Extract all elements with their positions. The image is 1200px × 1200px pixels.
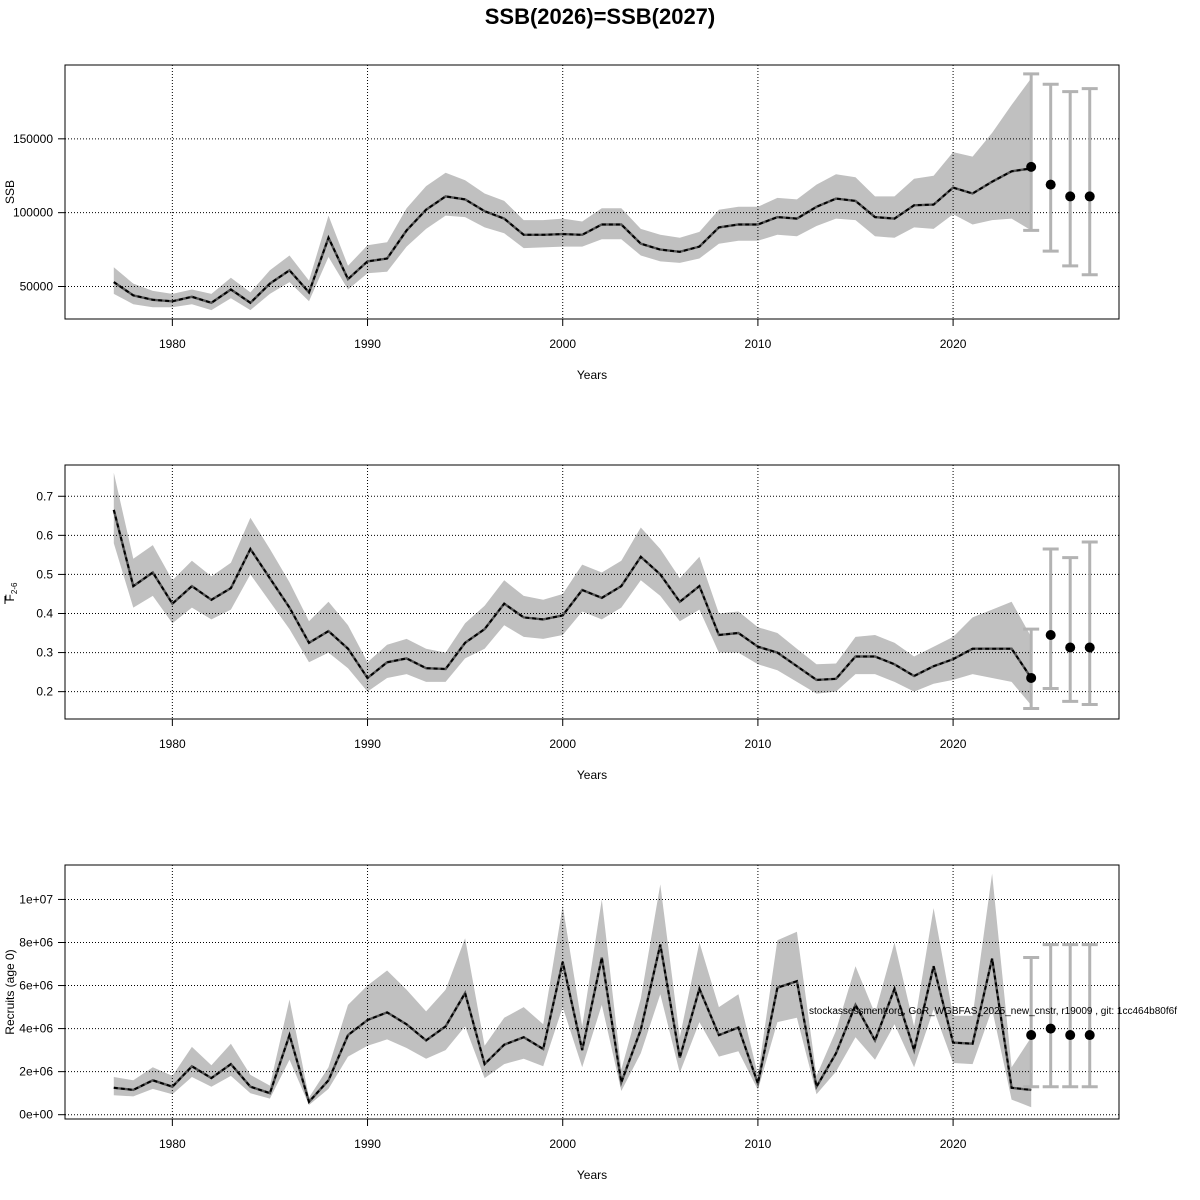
x-tick-label: 2000 [549,737,576,751]
forecast-interval [1081,87,1098,277]
x-tick-label: 1990 [354,737,381,751]
x-tick-label: 2010 [745,337,772,351]
y-tick-label: 50000 [20,280,54,294]
forecast-point [1084,191,1095,202]
confidence-band [113,472,1032,706]
estimate-line-dashed [113,167,1032,305]
y-tick-label: 0.2 [36,685,53,699]
x-tick-label: 2010 [745,1137,772,1151]
y-tick-label: 0e+00 [19,1108,53,1122]
forecast-interval [1081,943,1098,1089]
y-axis-title: Recruits (age 0) [3,949,17,1034]
forecast-point [1045,629,1056,640]
panel-recruits: 1980 1990 2000 2010 2020 0e+00 2e+06 4e+06 6e+06… [3,864,1120,1182]
forecast-interval [1042,82,1059,253]
y-tick-label: 0.7 [36,489,53,503]
y-tick-label: 0.3 [36,646,53,660]
x-axis-title: Years [577,1168,607,1182]
y-tick-label: 8e+06 [19,935,53,949]
estimate-line-dashed [112,509,1033,681]
plot-frame [64,64,1120,320]
forecast-point [1045,1023,1056,1034]
forecast-interval [1081,540,1098,707]
x-tick-label: 2000 [549,1137,576,1151]
forecast-point [1084,1030,1095,1041]
forecast-point [1065,191,1076,202]
figure-title: SSB(2026)=SSB(2027) [485,4,716,29]
forecast-interval [1023,72,1040,232]
x-tick-label: 2000 [549,337,576,351]
forecast-interval [1042,547,1059,691]
confidence-band [113,78,1032,311]
y-tick-label: 2e+06 [19,1065,53,1079]
x-tick-label: 2010 [745,737,772,751]
forecast-interval [1062,90,1079,268]
y-tick-label: 6e+06 [19,979,53,993]
x-tick-label: 1990 [354,337,381,351]
panels: 1980 1990 2000 2010 2020 50000 100000 150000 Yea… [3,64,1120,1182]
forecast-interval [1023,627,1040,710]
x-tick-label: 1990 [354,1137,381,1151]
y-tick-label: 0.6 [36,528,53,542]
x-tick-label: 2020 [940,337,967,351]
source-annotation: stockassessment.org, GoR_WGBFAS_2025_new… [809,1006,1177,1017]
forecast-interval [1062,556,1079,703]
plot-frame [64,864,1120,1120]
forecast-point [1065,642,1076,653]
estimate-line-dashed [113,944,1032,1104]
x-tick-label: 2020 [940,1137,967,1151]
y-tick-label: 150000 [13,132,53,146]
y-tick-label: 4e+06 [19,1022,53,1036]
y-axis-title-main: F [3,594,17,601]
x-tick-label: 2020 [940,737,967,751]
y-axis-title: F2-6 [3,582,19,601]
y-axis-title-sub: 2-6 [10,582,19,594]
forecast-interval [1042,943,1059,1089]
plot-frame [64,464,1120,720]
y-tick-label: 1e+07 [19,892,53,906]
panel-fbar: 1980 1990 2000 2010 2020 0.2 0.3 0.4 0.5 0.6 0.7 Ye… [3,464,1120,782]
y-tick-label: 0.5 [36,567,53,581]
x-tick-label: 1980 [159,337,186,351]
x-tick-label: 1980 [159,1137,186,1151]
forecast-point [1026,672,1037,683]
y-tick-label: 100000 [13,206,53,220]
forecast-point [1045,179,1056,190]
forecast-point [1084,642,1095,653]
forecast-point [1065,1030,1076,1041]
forecast-interval [1062,943,1079,1089]
forecast-interval [1023,956,1040,1089]
x-tick-label: 1980 [159,737,186,751]
x-axis-title: Years [577,368,607,382]
y-tick-label: 0.4 [36,606,53,620]
forecast-point [1026,1030,1037,1041]
x-axis-title: Years [577,768,607,782]
y-axis-title: SSB [3,180,17,204]
panel-ssb: 1980 1990 2000 2010 2020 50000 100000 150000 Yea… [3,64,1120,382]
forecast-point [1026,161,1037,172]
